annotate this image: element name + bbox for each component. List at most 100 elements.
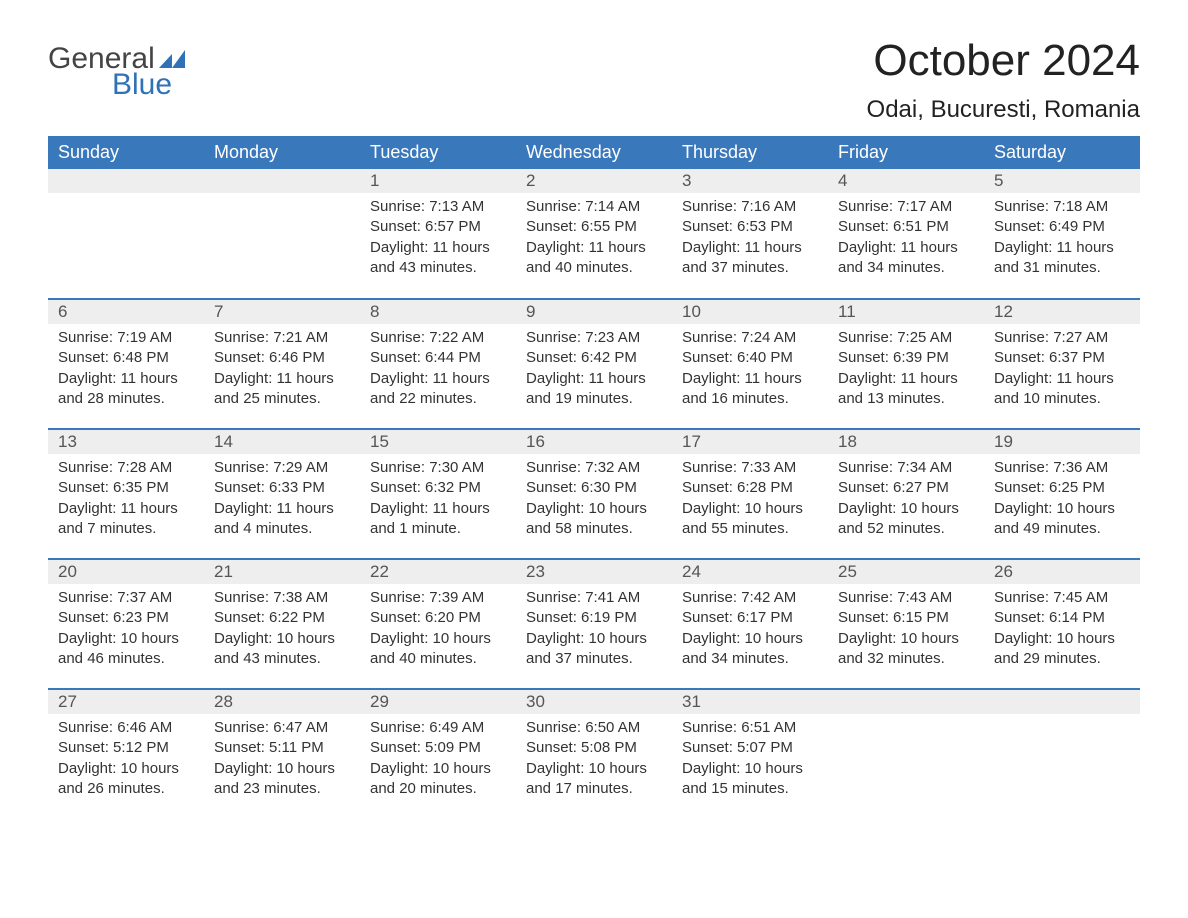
sunrise-line: Sunrise: 7:18 AM [994,197,1130,217]
day-number: 28 [204,690,360,714]
day-details: Sunrise: 7:25 AMSunset: 6:39 PMDaylight:… [828,324,984,419]
sunrise-line: Sunrise: 7:23 AM [526,328,662,348]
calendar-cell: 19Sunrise: 7:36 AMSunset: 6:25 PMDayligh… [984,429,1140,559]
calendar-week-row: 1Sunrise: 7:13 AMSunset: 6:57 PMDaylight… [48,169,1140,299]
sunset-line: Sunset: 6:35 PM [58,478,194,498]
calendar-cell [48,169,204,299]
calendar-header-row: SundayMondayTuesdayWednesdayThursdayFrid… [48,136,1140,169]
sunset-line: Sunset: 6:37 PM [994,348,1130,368]
day-details: Sunrise: 6:47 AMSunset: 5:11 PMDaylight:… [204,714,360,809]
calendar-cell: 8Sunrise: 7:22 AMSunset: 6:44 PMDaylight… [360,299,516,429]
day-number: 18 [828,430,984,454]
daylight-line: Daylight: 11 hours and 19 minutes. [526,369,662,410]
day-number: 12 [984,300,1140,324]
day-details: Sunrise: 7:21 AMSunset: 6:46 PMDaylight:… [204,324,360,419]
calendar-cell: 28Sunrise: 6:47 AMSunset: 5:11 PMDayligh… [204,689,360,819]
sunset-line: Sunset: 5:09 PM [370,738,506,758]
weekday-header: Friday [828,136,984,169]
daylight-line: Daylight: 10 hours and 43 minutes. [214,629,350,670]
sunset-line: Sunset: 6:23 PM [58,608,194,628]
day-details: Sunrise: 7:32 AMSunset: 6:30 PMDaylight:… [516,454,672,549]
daylight-line: Daylight: 10 hours and 26 minutes. [58,759,194,800]
calendar-cell: 2Sunrise: 7:14 AMSunset: 6:55 PMDaylight… [516,169,672,299]
sunset-line: Sunset: 6:14 PM [994,608,1130,628]
sunrise-line: Sunrise: 6:51 AM [682,718,818,738]
day-number: 10 [672,300,828,324]
sunrise-line: Sunrise: 7:13 AM [370,197,506,217]
day-number: 4 [828,169,984,193]
day-details: Sunrise: 7:38 AMSunset: 6:22 PMDaylight:… [204,584,360,679]
day-details: Sunrise: 7:41 AMSunset: 6:19 PMDaylight:… [516,584,672,679]
day-number: 15 [360,430,516,454]
calendar-cell: 4Sunrise: 7:17 AMSunset: 6:51 PMDaylight… [828,169,984,299]
day-details: Sunrise: 7:22 AMSunset: 6:44 PMDaylight:… [360,324,516,419]
calendar-week-row: 27Sunrise: 6:46 AMSunset: 5:12 PMDayligh… [48,689,1140,819]
day-number: 14 [204,430,360,454]
day-number: 30 [516,690,672,714]
calendar-cell: 24Sunrise: 7:42 AMSunset: 6:17 PMDayligh… [672,559,828,689]
daylight-line: Daylight: 10 hours and 23 minutes. [214,759,350,800]
daylight-line: Daylight: 10 hours and 52 minutes. [838,499,974,540]
calendar-cell: 25Sunrise: 7:43 AMSunset: 6:15 PMDayligh… [828,559,984,689]
day-number: 19 [984,430,1140,454]
calendar-cell: 6Sunrise: 7:19 AMSunset: 6:48 PMDaylight… [48,299,204,429]
daylight-line: Daylight: 11 hours and 28 minutes. [58,369,194,410]
day-details: Sunrise: 7:24 AMSunset: 6:40 PMDaylight:… [672,324,828,419]
day-number: 24 [672,560,828,584]
sunset-line: Sunset: 6:40 PM [682,348,818,368]
sunrise-line: Sunrise: 7:39 AM [370,588,506,608]
day-number: 1 [360,169,516,193]
day-details: Sunrise: 6:50 AMSunset: 5:08 PMDaylight:… [516,714,672,809]
sunrise-line: Sunrise: 7:29 AM [214,458,350,478]
weekday-header: Thursday [672,136,828,169]
day-details: Sunrise: 7:28 AMSunset: 6:35 PMDaylight:… [48,454,204,549]
calendar-cell [204,169,360,299]
day-number: 2 [516,169,672,193]
sunrise-line: Sunrise: 7:30 AM [370,458,506,478]
sunset-line: Sunset: 6:53 PM [682,217,818,237]
sunrise-line: Sunrise: 7:21 AM [214,328,350,348]
day-details: Sunrise: 6:49 AMSunset: 5:09 PMDaylight:… [360,714,516,809]
calendar-cell: 1Sunrise: 7:13 AMSunset: 6:57 PMDaylight… [360,169,516,299]
day-number: 11 [828,300,984,324]
calendar-cell: 30Sunrise: 6:50 AMSunset: 5:08 PMDayligh… [516,689,672,819]
daylight-line: Daylight: 10 hours and 49 minutes. [994,499,1130,540]
sunset-line: Sunset: 5:07 PM [682,738,818,758]
calendar-cell: 10Sunrise: 7:24 AMSunset: 6:40 PMDayligh… [672,299,828,429]
sunset-line: Sunset: 5:11 PM [214,738,350,758]
sunset-line: Sunset: 6:22 PM [214,608,350,628]
day-number: 25 [828,560,984,584]
day-details: Sunrise: 7:37 AMSunset: 6:23 PMDaylight:… [48,584,204,679]
daylight-line: Daylight: 11 hours and 7 minutes. [58,499,194,540]
daylight-line: Daylight: 10 hours and 20 minutes. [370,759,506,800]
empty-day [828,690,984,714]
sunrise-line: Sunrise: 6:46 AM [58,718,194,738]
sunset-line: Sunset: 6:46 PM [214,348,350,368]
daylight-line: Daylight: 11 hours and 25 minutes. [214,369,350,410]
day-details: Sunrise: 7:14 AMSunset: 6:55 PMDaylight:… [516,193,672,288]
sunrise-line: Sunrise: 7:38 AM [214,588,350,608]
sunset-line: Sunset: 6:51 PM [838,217,974,237]
day-number: 3 [672,169,828,193]
daylight-line: Daylight: 11 hours and 37 minutes. [682,238,818,279]
daylight-line: Daylight: 11 hours and 16 minutes. [682,369,818,410]
sunset-line: Sunset: 6:27 PM [838,478,974,498]
calendar-cell: 27Sunrise: 6:46 AMSunset: 5:12 PMDayligh… [48,689,204,819]
daylight-line: Daylight: 11 hours and 31 minutes. [994,238,1130,279]
sunrise-line: Sunrise: 7:32 AM [526,458,662,478]
day-number: 21 [204,560,360,584]
sunrise-line: Sunrise: 7:24 AM [682,328,818,348]
calendar-cell: 26Sunrise: 7:45 AMSunset: 6:14 PMDayligh… [984,559,1140,689]
day-number: 8 [360,300,516,324]
daylight-line: Daylight: 11 hours and 1 minute. [370,499,506,540]
calendar-cell: 11Sunrise: 7:25 AMSunset: 6:39 PMDayligh… [828,299,984,429]
flag-icon [159,50,185,68]
day-details: Sunrise: 7:16 AMSunset: 6:53 PMDaylight:… [672,193,828,288]
location: Odai, Bucuresti, Romania [867,96,1140,124]
daylight-line: Daylight: 10 hours and 17 minutes. [526,759,662,800]
calendar-page: General Blue October 2024 Odai, Bucurest… [0,0,1188,859]
daylight-line: Daylight: 10 hours and 40 minutes. [370,629,506,670]
calendar-cell: 16Sunrise: 7:32 AMSunset: 6:30 PMDayligh… [516,429,672,559]
weekday-header: Wednesday [516,136,672,169]
sunset-line: Sunset: 6:15 PM [838,608,974,628]
